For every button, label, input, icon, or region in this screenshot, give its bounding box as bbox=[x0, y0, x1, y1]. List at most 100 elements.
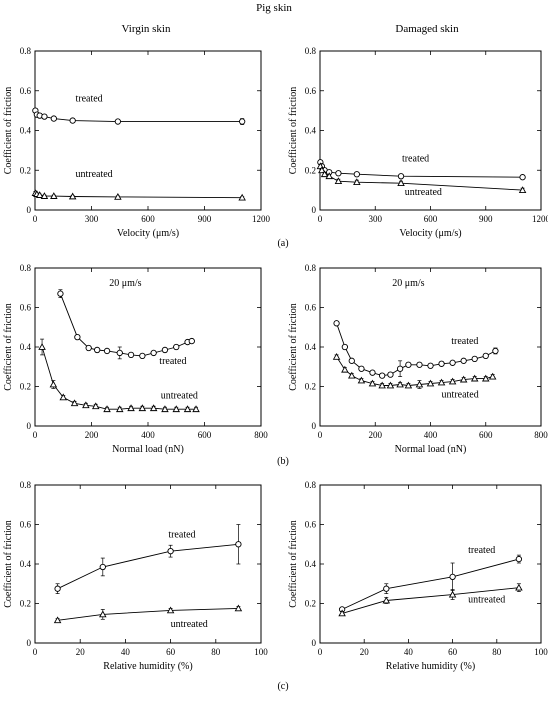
data-point bbox=[482, 352, 489, 360]
x-tick-label: 0 bbox=[33, 214, 38, 224]
data-point bbox=[449, 573, 456, 580]
data-point bbox=[382, 596, 391, 604]
data-point bbox=[35, 191, 44, 198]
data-point bbox=[94, 346, 101, 354]
data-point bbox=[427, 362, 434, 369]
chart-c-left: 0 20 40 60 80 100 0 0.2 0.4 0.6 0.8 Relative humidi… bbox=[3, 480, 268, 672]
x-tick-label: 600 bbox=[479, 430, 493, 440]
y-tick-label: 0.2 bbox=[305, 382, 316, 392]
x-tick-label: 60 bbox=[166, 647, 176, 657]
x-tick-label: 100 bbox=[254, 647, 268, 657]
y-tick-label: 0.8 bbox=[20, 480, 32, 490]
data-point bbox=[116, 349, 123, 357]
series-line bbox=[341, 587, 519, 614]
data-point bbox=[368, 379, 377, 387]
series-line bbox=[35, 192, 243, 199]
data-point bbox=[518, 186, 527, 193]
x-tick-label: 300 bbox=[85, 214, 99, 224]
data-point bbox=[348, 357, 355, 364]
data-point bbox=[320, 170, 329, 178]
y-tick-label: 0 bbox=[312, 205, 317, 215]
data-point bbox=[99, 563, 106, 571]
y-axis-label: Coefficient of friction bbox=[3, 87, 14, 175]
series-untreated: untreated bbox=[53, 604, 243, 630]
row-label-b: (b) bbox=[277, 456, 289, 467]
data-point bbox=[405, 361, 412, 368]
data-point bbox=[59, 393, 68, 401]
data-point bbox=[338, 609, 346, 617]
x-tick-label: 1200 bbox=[532, 214, 548, 224]
data-point bbox=[172, 405, 181, 413]
series-label: untreated bbox=[161, 390, 198, 401]
chart-b-left: 0 200 400 600 800 0 0.2 0.4 0.6 0.8 Normal load (n… bbox=[3, 263, 268, 455]
data-point bbox=[460, 357, 467, 364]
y-tick-label: 0.8 bbox=[20, 263, 32, 273]
series-line bbox=[319, 162, 523, 178]
y-tick-label: 0.6 bbox=[305, 303, 317, 313]
data-point bbox=[386, 381, 395, 389]
data-point bbox=[397, 173, 405, 180]
x-tick-label: 0 bbox=[318, 430, 323, 440]
series-label: treated bbox=[451, 336, 478, 347]
series-label: treated bbox=[168, 529, 195, 540]
chart-a-left: 0 300 600 900 1200 0 0.2 0.4 0.6 0.8 Velocity (μm/… bbox=[3, 46, 271, 239]
data-point bbox=[459, 375, 468, 383]
data-point bbox=[334, 177, 343, 185]
y-tick-label: 0 bbox=[27, 638, 32, 648]
data-point bbox=[173, 343, 180, 351]
x-tick-label: 900 bbox=[198, 214, 212, 224]
row-label-a: (a) bbox=[277, 238, 288, 249]
x-tick-label: 40 bbox=[404, 647, 414, 657]
data-point bbox=[426, 379, 435, 387]
x-axis-label: Relative humidity (%) bbox=[103, 661, 192, 672]
data-point bbox=[40, 192, 49, 199]
data-point bbox=[183, 405, 192, 413]
data-point bbox=[54, 585, 61, 592]
series-treated: treated bbox=[317, 153, 526, 181]
series-untreated: untreated bbox=[38, 338, 200, 413]
y-tick-label: 0.4 bbox=[20, 559, 32, 569]
data-point bbox=[138, 404, 147, 412]
y-axis-label: Coefficient of friction bbox=[288, 303, 299, 391]
data-point bbox=[369, 369, 376, 376]
data-point bbox=[481, 374, 490, 382]
y-tick-label: 0.6 bbox=[20, 303, 32, 313]
x-tick-label: 0 bbox=[318, 214, 323, 224]
y-tick-label: 0.8 bbox=[20, 46, 32, 56]
data-point bbox=[239, 118, 246, 125]
series-line bbox=[34, 110, 243, 123]
data-point bbox=[74, 333, 81, 341]
data-point bbox=[335, 170, 342, 177]
series-label: treated bbox=[402, 153, 429, 164]
x-axis-label: Normal load (nN) bbox=[112, 444, 184, 455]
y-tick-label: 0.8 bbox=[305, 46, 317, 56]
y-tick-label: 0.2 bbox=[305, 165, 316, 175]
data-point bbox=[358, 365, 365, 372]
y-tick-label: 0 bbox=[312, 638, 317, 648]
data-point bbox=[519, 174, 526, 181]
data-point bbox=[353, 171, 360, 178]
series-label: untreated bbox=[75, 169, 112, 180]
series-label: untreated bbox=[171, 619, 208, 630]
data-point bbox=[379, 372, 386, 379]
data-point bbox=[50, 192, 58, 199]
data-point bbox=[70, 399, 79, 407]
series-line bbox=[341, 558, 520, 610]
data-point bbox=[333, 320, 340, 327]
data-point bbox=[127, 351, 135, 359]
data-point bbox=[161, 346, 169, 354]
data-point bbox=[396, 380, 404, 388]
data-point bbox=[470, 374, 479, 382]
y-tick-label: 0.4 bbox=[20, 126, 32, 136]
data-point bbox=[103, 405, 111, 413]
data-point bbox=[348, 371, 356, 379]
data-point bbox=[448, 377, 457, 385]
data-point bbox=[437, 378, 446, 386]
series-untreated: untreated bbox=[316, 162, 527, 198]
data-point bbox=[161, 405, 169, 413]
series-treated: treated bbox=[338, 545, 523, 613]
data-point bbox=[41, 113, 48, 120]
series-treated: treated bbox=[57, 289, 195, 367]
series-label: untreated bbox=[468, 595, 505, 606]
